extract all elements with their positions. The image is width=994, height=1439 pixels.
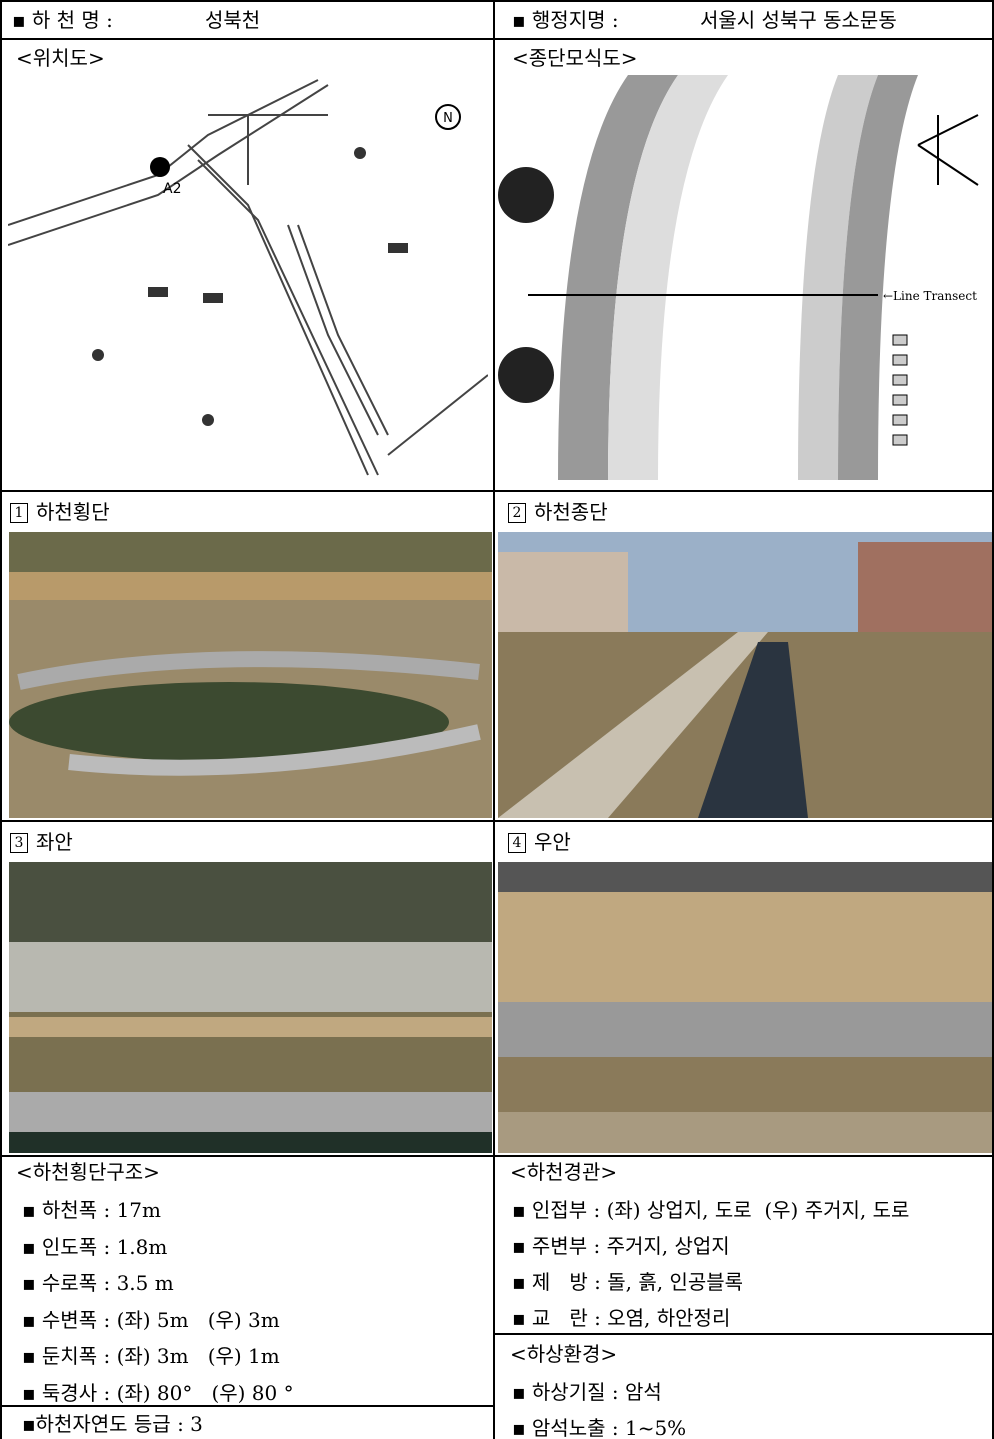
photo-label: 우안 <box>534 830 571 854</box>
border <box>0 0 2 1439</box>
list-item: ▪ 인접부 : (좌) 상업지, 도로 (우) 주거지, 도로 <box>512 1198 909 1222</box>
border <box>0 1405 493 1407</box>
list-item: ▪ 둔치폭 : (좌) 3m (우) 1m <box>22 1344 280 1368</box>
list-item: ▪ 암석노출 : 1~5% <box>512 1416 686 1439</box>
list-item: ▪ 하상기질 : 암석 <box>512 1380 662 1404</box>
list-item: ▪ 인도폭 : 1.8m <box>22 1235 167 1259</box>
photo-number: 2 <box>508 503 526 523</box>
border <box>0 38 994 40</box>
photo <box>9 532 492 818</box>
label: ▪ 행정지명 : <box>512 8 619 32</box>
photo-label: 하천횡단 <box>36 500 110 524</box>
map-label: A2 <box>163 181 181 197</box>
value: 서울시 성북구 동소문동 <box>700 8 897 32</box>
photo-label: 좌안 <box>36 830 73 854</box>
photo-label: 하천종단 <box>534 500 608 524</box>
section-title: <하천경관> <box>510 1160 617 1184</box>
list-item: ▪ 제 방 : 돌, 흙, 인공블록 <box>512 1270 743 1294</box>
photo <box>9 862 492 1153</box>
border <box>0 0 994 2</box>
survey-sheet: ▪ 하 천 명 : 성북천 ▪ 행정지명 : 서울시 성북구 동소문동 <위치도… <box>0 0 994 1439</box>
list-item: ▪ 수변폭 : (좌) 5m (우) 3m <box>22 1308 280 1332</box>
photo-number: 3 <box>10 833 28 853</box>
border <box>493 0 495 1439</box>
border <box>493 1333 994 1335</box>
section-title: <종단모식도> <box>512 46 638 70</box>
list-item: ▪ 하천폭 : 17m <box>22 1198 161 1222</box>
location-map: A2 N <box>8 75 488 488</box>
photo <box>498 532 992 818</box>
photo-number: 1 <box>10 503 28 523</box>
border <box>0 1155 994 1157</box>
photo-number: 4 <box>508 833 526 853</box>
section-title: <위치도> <box>16 46 105 70</box>
list-item: ▪ 수로폭 : 3.5 m <box>22 1271 174 1295</box>
photo <box>498 862 992 1153</box>
photo-caption: 4 우안 <box>508 830 571 854</box>
section-title: <하상환경> <box>510 1342 617 1366</box>
list-item: ▪ 주변부 : 주거지, 상업지 <box>512 1234 730 1258</box>
label: ▪ 하 천 명 : <box>12 8 113 32</box>
photo-caption: 2 하천종단 <box>508 500 608 524</box>
list-item: ▪ 교 란 : 오염, 하안정리 <box>512 1306 730 1330</box>
border <box>0 490 994 492</box>
grade: ▪하천자연도 등급 : 3 <box>22 1412 203 1436</box>
border <box>0 820 994 822</box>
north-mark: N <box>443 111 453 126</box>
section-title: <하천횡단구조> <box>16 1160 160 1184</box>
diagram-label: ←Line Transect <box>883 289 977 303</box>
value: 성북천 <box>205 8 260 32</box>
list-item: ▪ 둑경사 : (좌) 80° (우) 80 ° <box>22 1381 294 1405</box>
longitudinal-diagram: ←Line Transect <box>498 75 992 480</box>
photo-caption: 1 하천횡단 <box>10 500 110 524</box>
photo-caption: 3 좌안 <box>10 830 73 854</box>
